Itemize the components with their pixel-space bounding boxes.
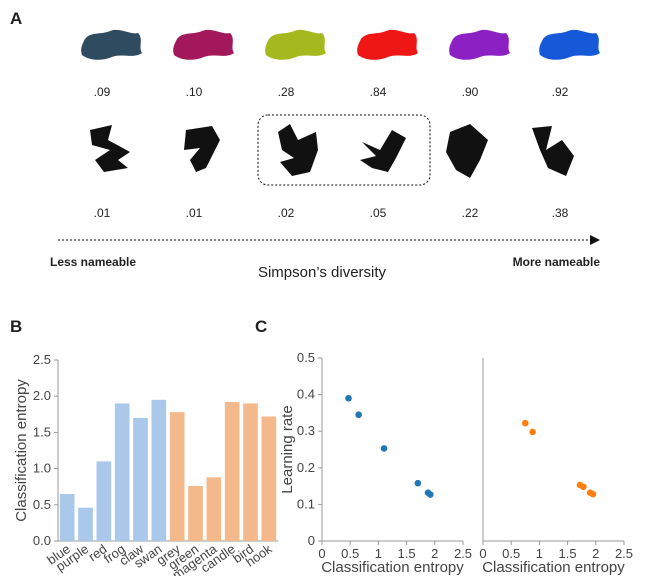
bar (207, 477, 222, 541)
x-axis-label: Classification entropy (482, 559, 625, 576)
nameability-value: .28 (278, 85, 295, 99)
point (590, 491, 597, 498)
point (381, 445, 388, 452)
bar (133, 418, 148, 541)
y-tick-label: 0.4 (297, 387, 315, 402)
bar (97, 461, 112, 541)
y-axis-label: Classification entropy (13, 379, 30, 522)
color-patch (449, 30, 510, 60)
y-tick-label: 0.5 (33, 497, 51, 512)
nameability-value: .92 (552, 85, 569, 99)
shape (90, 125, 130, 172)
point (580, 484, 587, 491)
nameability-value: .09 (94, 85, 111, 99)
y-tick-label: 0.1 (297, 496, 315, 511)
bar (243, 403, 258, 541)
y-tick-label: 1.0 (33, 461, 51, 476)
bar (60, 494, 75, 541)
shape (184, 126, 220, 172)
nameability-value: .01 (186, 206, 203, 220)
shape (278, 124, 318, 176)
shape (360, 130, 406, 172)
point (427, 491, 434, 498)
y-axis-label: Learning rate (279, 405, 296, 493)
point (529, 429, 536, 436)
x-axis-label: Classification entropy (321, 559, 464, 576)
bar (115, 403, 130, 541)
axis-label: Simpson’s diversity (258, 264, 387, 281)
bar (170, 412, 185, 541)
arrow-head (590, 235, 600, 245)
nameability-value: .38 (552, 206, 569, 220)
bar (262, 416, 277, 541)
y-tick-label: 1.5 (33, 424, 51, 439)
left-label: Less nameable (50, 255, 136, 269)
y-tick-label: 0.0 (33, 533, 51, 548)
bar (152, 400, 167, 541)
point (355, 411, 362, 418)
y-tick-label: 0.5 (297, 350, 315, 365)
y-tick-label: 0 (308, 533, 315, 548)
panel-label: C (255, 317, 267, 336)
nameability-value: .02 (278, 206, 295, 220)
color-patch (357, 30, 418, 60)
shapes (90, 124, 574, 178)
color-patch (173, 30, 234, 60)
shape (446, 124, 488, 178)
nameability-value: .84 (370, 85, 387, 99)
y-tick-label: 0.2 (297, 460, 315, 475)
y-tick-label: 0.3 (297, 423, 315, 438)
right-label: More nameable (513, 255, 601, 269)
nameability-value: .01 (94, 206, 111, 220)
panel-label: B (10, 317, 22, 336)
y-tick-label: 2.5 (33, 352, 51, 367)
nameability-value: .90 (462, 85, 479, 99)
nameability-value: .05 (370, 206, 387, 220)
color-patch (81, 30, 142, 60)
nameability-value: .10 (186, 85, 203, 99)
point (522, 420, 529, 427)
bar (78, 508, 93, 541)
bar (225, 402, 240, 541)
color-patch (539, 30, 600, 60)
color-patch (265, 30, 326, 60)
shape (532, 126, 574, 176)
y-tick-label: 2.0 (33, 388, 51, 403)
panel-label: A (10, 9, 22, 28)
nameability-value: .22 (462, 206, 479, 220)
point (345, 395, 352, 402)
bar (188, 486, 203, 541)
figure: A B C Less nameable More nameable Simpso… (0, 0, 649, 576)
point (415, 480, 422, 487)
